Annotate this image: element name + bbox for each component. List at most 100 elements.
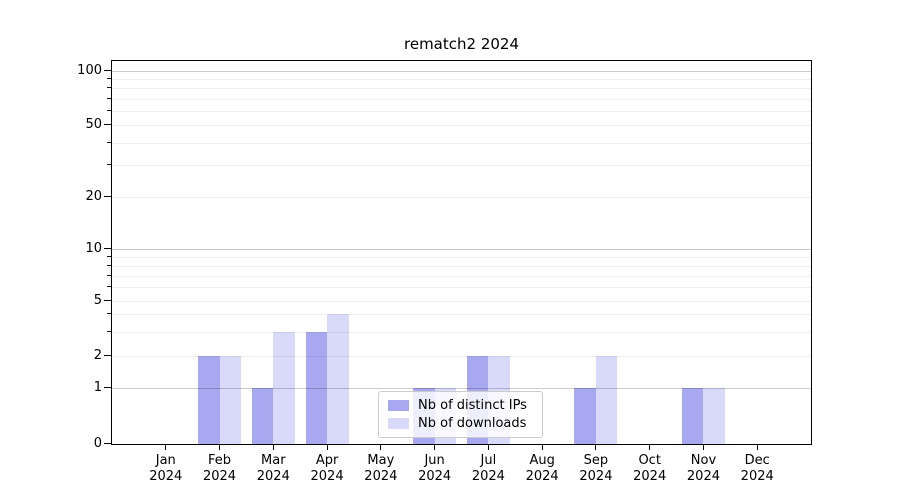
y-tick-label: 2 (93, 348, 102, 363)
legend-label-downloads: Nb of downloads (418, 416, 527, 432)
gridline-major (112, 388, 811, 389)
bar-distinct-ips-nov (681, 388, 704, 444)
gridline-minor (112, 257, 811, 258)
bar-downloads-apr (327, 314, 349, 444)
x-label-month: May (367, 453, 395, 468)
x-label-month: Jun (424, 453, 445, 468)
y-tick-label: 50 (85, 117, 102, 132)
x-tick (702, 445, 704, 450)
x-label-month: Feb (208, 453, 232, 468)
x-tick-label-feb: Feb 2024 (192, 453, 248, 485)
y-tick-label: 10 (85, 241, 102, 256)
bar-distinct-ips-apr (305, 332, 328, 444)
legend-label-distinct-ips: Nb of distinct IPs (418, 397, 527, 413)
x-tick-label-may: May 2024 (353, 453, 409, 485)
legend: Nb of distinct IPs Nb of downloads (378, 391, 543, 438)
x-tick (487, 445, 489, 450)
bar-downloads-sep (595, 356, 618, 444)
y-tick (104, 196, 111, 197)
x-tick-label-jul: Jul 2024 (460, 453, 516, 485)
x-label-year: 2024 (256, 469, 290, 484)
overlay-grid-layer (112, 61, 811, 444)
x-tick-label-mar: Mar 2024 (245, 453, 301, 485)
legend-swatch-downloads (388, 418, 409, 430)
x-tick-label-jun: Jun 2024 (407, 453, 463, 485)
x-tick (541, 445, 543, 450)
x-label-year: 2024 (471, 469, 505, 484)
gridline-minor (112, 88, 811, 89)
x-tick-label-nov: Nov 2024 (675, 453, 731, 485)
x-tick (434, 445, 436, 450)
y-tick (104, 443, 111, 444)
x-label-month: Mar (261, 453, 286, 468)
gridline-minor (112, 111, 811, 112)
gridline-major (112, 249, 811, 250)
x-label-month: Sep (583, 453, 609, 468)
x-tick-label-sep: Sep 2024 (568, 453, 624, 485)
gridline-minor (112, 143, 811, 144)
x-label-month: Aug (529, 453, 555, 468)
bar-downloads-nov (703, 388, 725, 444)
y-tick-label: 100 (77, 63, 102, 78)
x-tick (272, 445, 274, 450)
x-label-year: 2024 (149, 469, 183, 484)
y-tick-label: 20 (85, 189, 102, 204)
x-label-month: Oct (638, 453, 661, 468)
gridline-minor (112, 276, 811, 277)
x-tick-label-aug: Aug 2024 (514, 453, 570, 485)
x-tick (649, 445, 651, 450)
bar-distinct-ips-mar (251, 388, 274, 444)
bar-downloads-feb (219, 356, 242, 444)
x-tick-label-jan: Jan 2024 (138, 453, 194, 485)
gridline-minor (112, 314, 811, 315)
gridline-minor (112, 266, 811, 267)
gridline-minor (112, 332, 811, 333)
x-label-month: Dec (744, 453, 770, 468)
x-tick (595, 445, 597, 450)
x-tick (756, 445, 758, 450)
x-tick-label-apr: Apr 2024 (299, 453, 355, 485)
x-tick (326, 445, 328, 450)
bar-downloads-mar (273, 332, 295, 444)
gridline-minor (112, 99, 811, 100)
gridline-minor (112, 287, 811, 288)
y-tick-label: 5 (93, 293, 102, 308)
x-label-year: 2024 (740, 469, 774, 484)
plot-area: Nb of distinct IPs Nb of downloads (111, 60, 812, 445)
gridline-major (112, 71, 811, 72)
y-tick (104, 387, 111, 388)
legend-item-downloads: Nb of downloads (388, 416, 533, 431)
gridline-minor (112, 165, 811, 166)
gridline-minor (112, 197, 811, 198)
x-tick-label-dec: Dec 2024 (729, 453, 785, 485)
x-tick-label-oct: Oct 2024 (622, 453, 678, 485)
chart-title: rematch2 2024 (404, 35, 519, 53)
bar-distinct-ips-sep (574, 388, 596, 444)
x-label-year: 2024 (310, 469, 344, 484)
x-label-month: Nov (690, 453, 717, 468)
x-label-year: 2024 (364, 469, 398, 484)
y-tick (104, 70, 111, 71)
x-label-year: 2024 (525, 469, 559, 484)
x-label-year: 2024 (633, 469, 667, 484)
y-tick (104, 248, 111, 249)
legend-swatch-distinct-ips (388, 399, 409, 411)
x-label-month: Jan (155, 453, 176, 468)
x-label-year: 2024 (202, 469, 237, 484)
x-tick (165, 445, 167, 450)
x-label-year: 2024 (686, 469, 720, 484)
legend-item-distinct-ips: Nb of distinct IPs (388, 398, 533, 413)
gridline-minor (112, 125, 811, 126)
x-label-month: Apr (315, 453, 339, 468)
gridline-minor (112, 356, 811, 357)
x-tick (219, 445, 221, 450)
gridline-minor (112, 79, 811, 80)
x-label-year: 2024 (418, 469, 452, 484)
y-tick-label: 1 (93, 380, 102, 395)
y-tick (104, 300, 111, 301)
x-tick (380, 445, 382, 450)
x-label-year: 2024 (579, 469, 613, 484)
y-tick (104, 124, 111, 125)
gridline-minor (112, 301, 811, 302)
